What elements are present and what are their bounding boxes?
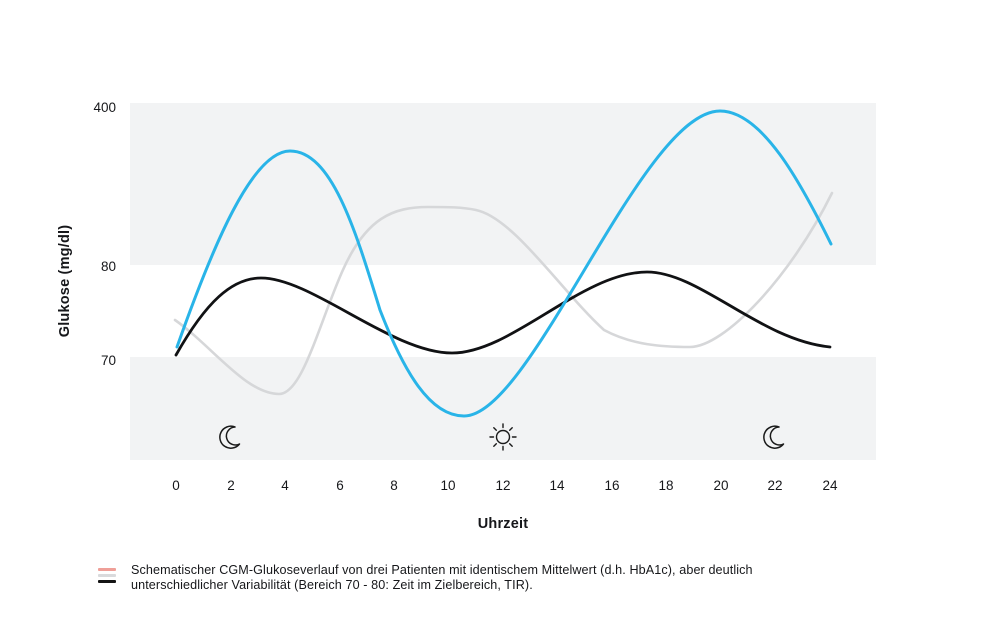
upper-band-80-400 — [130, 103, 876, 265]
x-tick-6: 6 — [336, 478, 344, 493]
y-tick-400: 400 — [93, 100, 116, 115]
figure-caption: Schematischer CGM-Glukoseverlauf von dre… — [131, 563, 753, 592]
sun-icon — [489, 423, 517, 451]
x-tick-2: 2 — [227, 478, 235, 493]
x-tick-8: 8 — [390, 478, 398, 493]
chart-canvas: 400 80 70 Glukose (mg/dl) 0 2 4 6 8 10 1… — [57, 100, 876, 532]
y-axis-title: Glukose (mg/dl) — [57, 225, 73, 338]
x-axis-title: Uhrzeit — [478, 516, 529, 532]
x-tick-24: 24 — [822, 478, 838, 493]
x-tick-10: 10 — [440, 478, 455, 493]
x-tick-12: 12 — [495, 478, 510, 493]
x-tick-4: 4 — [281, 478, 289, 493]
gray-glucose-curve — [173, 191, 834, 396]
legend-key — [98, 563, 116, 583]
legend-swatch-salmon — [98, 568, 116, 571]
lower-band-below-70 — [130, 357, 876, 460]
caption-line-1: Schematischer CGM-Glukoseverlauf von dre… — [131, 563, 753, 577]
cgm-chart: 400 80 70 Glukose (mg/dl) 0 2 4 6 8 10 1… — [57, 100, 876, 532]
x-tick-0: 0 — [172, 478, 180, 493]
x-tick-14: 14 — [549, 478, 565, 493]
x-tick-22: 22 — [767, 478, 782, 493]
x-tick-16: 16 — [604, 478, 619, 493]
legend-swatch-black — [98, 580, 116, 583]
x-tick-20: 20 — [713, 478, 728, 493]
y-tick-80: 80 — [101, 259, 116, 274]
target-range-band-70-80 — [130, 265, 876, 357]
black-glucose-curve — [174, 270, 832, 357]
caption-line-2: unterschiedlicher Variabilität (Bereich … — [131, 577, 533, 592]
y-tick-70: 70 — [101, 353, 116, 368]
blue-glucose-curve — [175, 109, 833, 418]
moon-icon — [763, 425, 785, 449]
x-tick-18: 18 — [658, 478, 673, 493]
figure-caption-row: Schematischer CGM-Glukoseverlauf von dre… — [98, 563, 753, 592]
moon-icon — [219, 425, 241, 449]
legend-swatch-gray — [98, 574, 116, 577]
